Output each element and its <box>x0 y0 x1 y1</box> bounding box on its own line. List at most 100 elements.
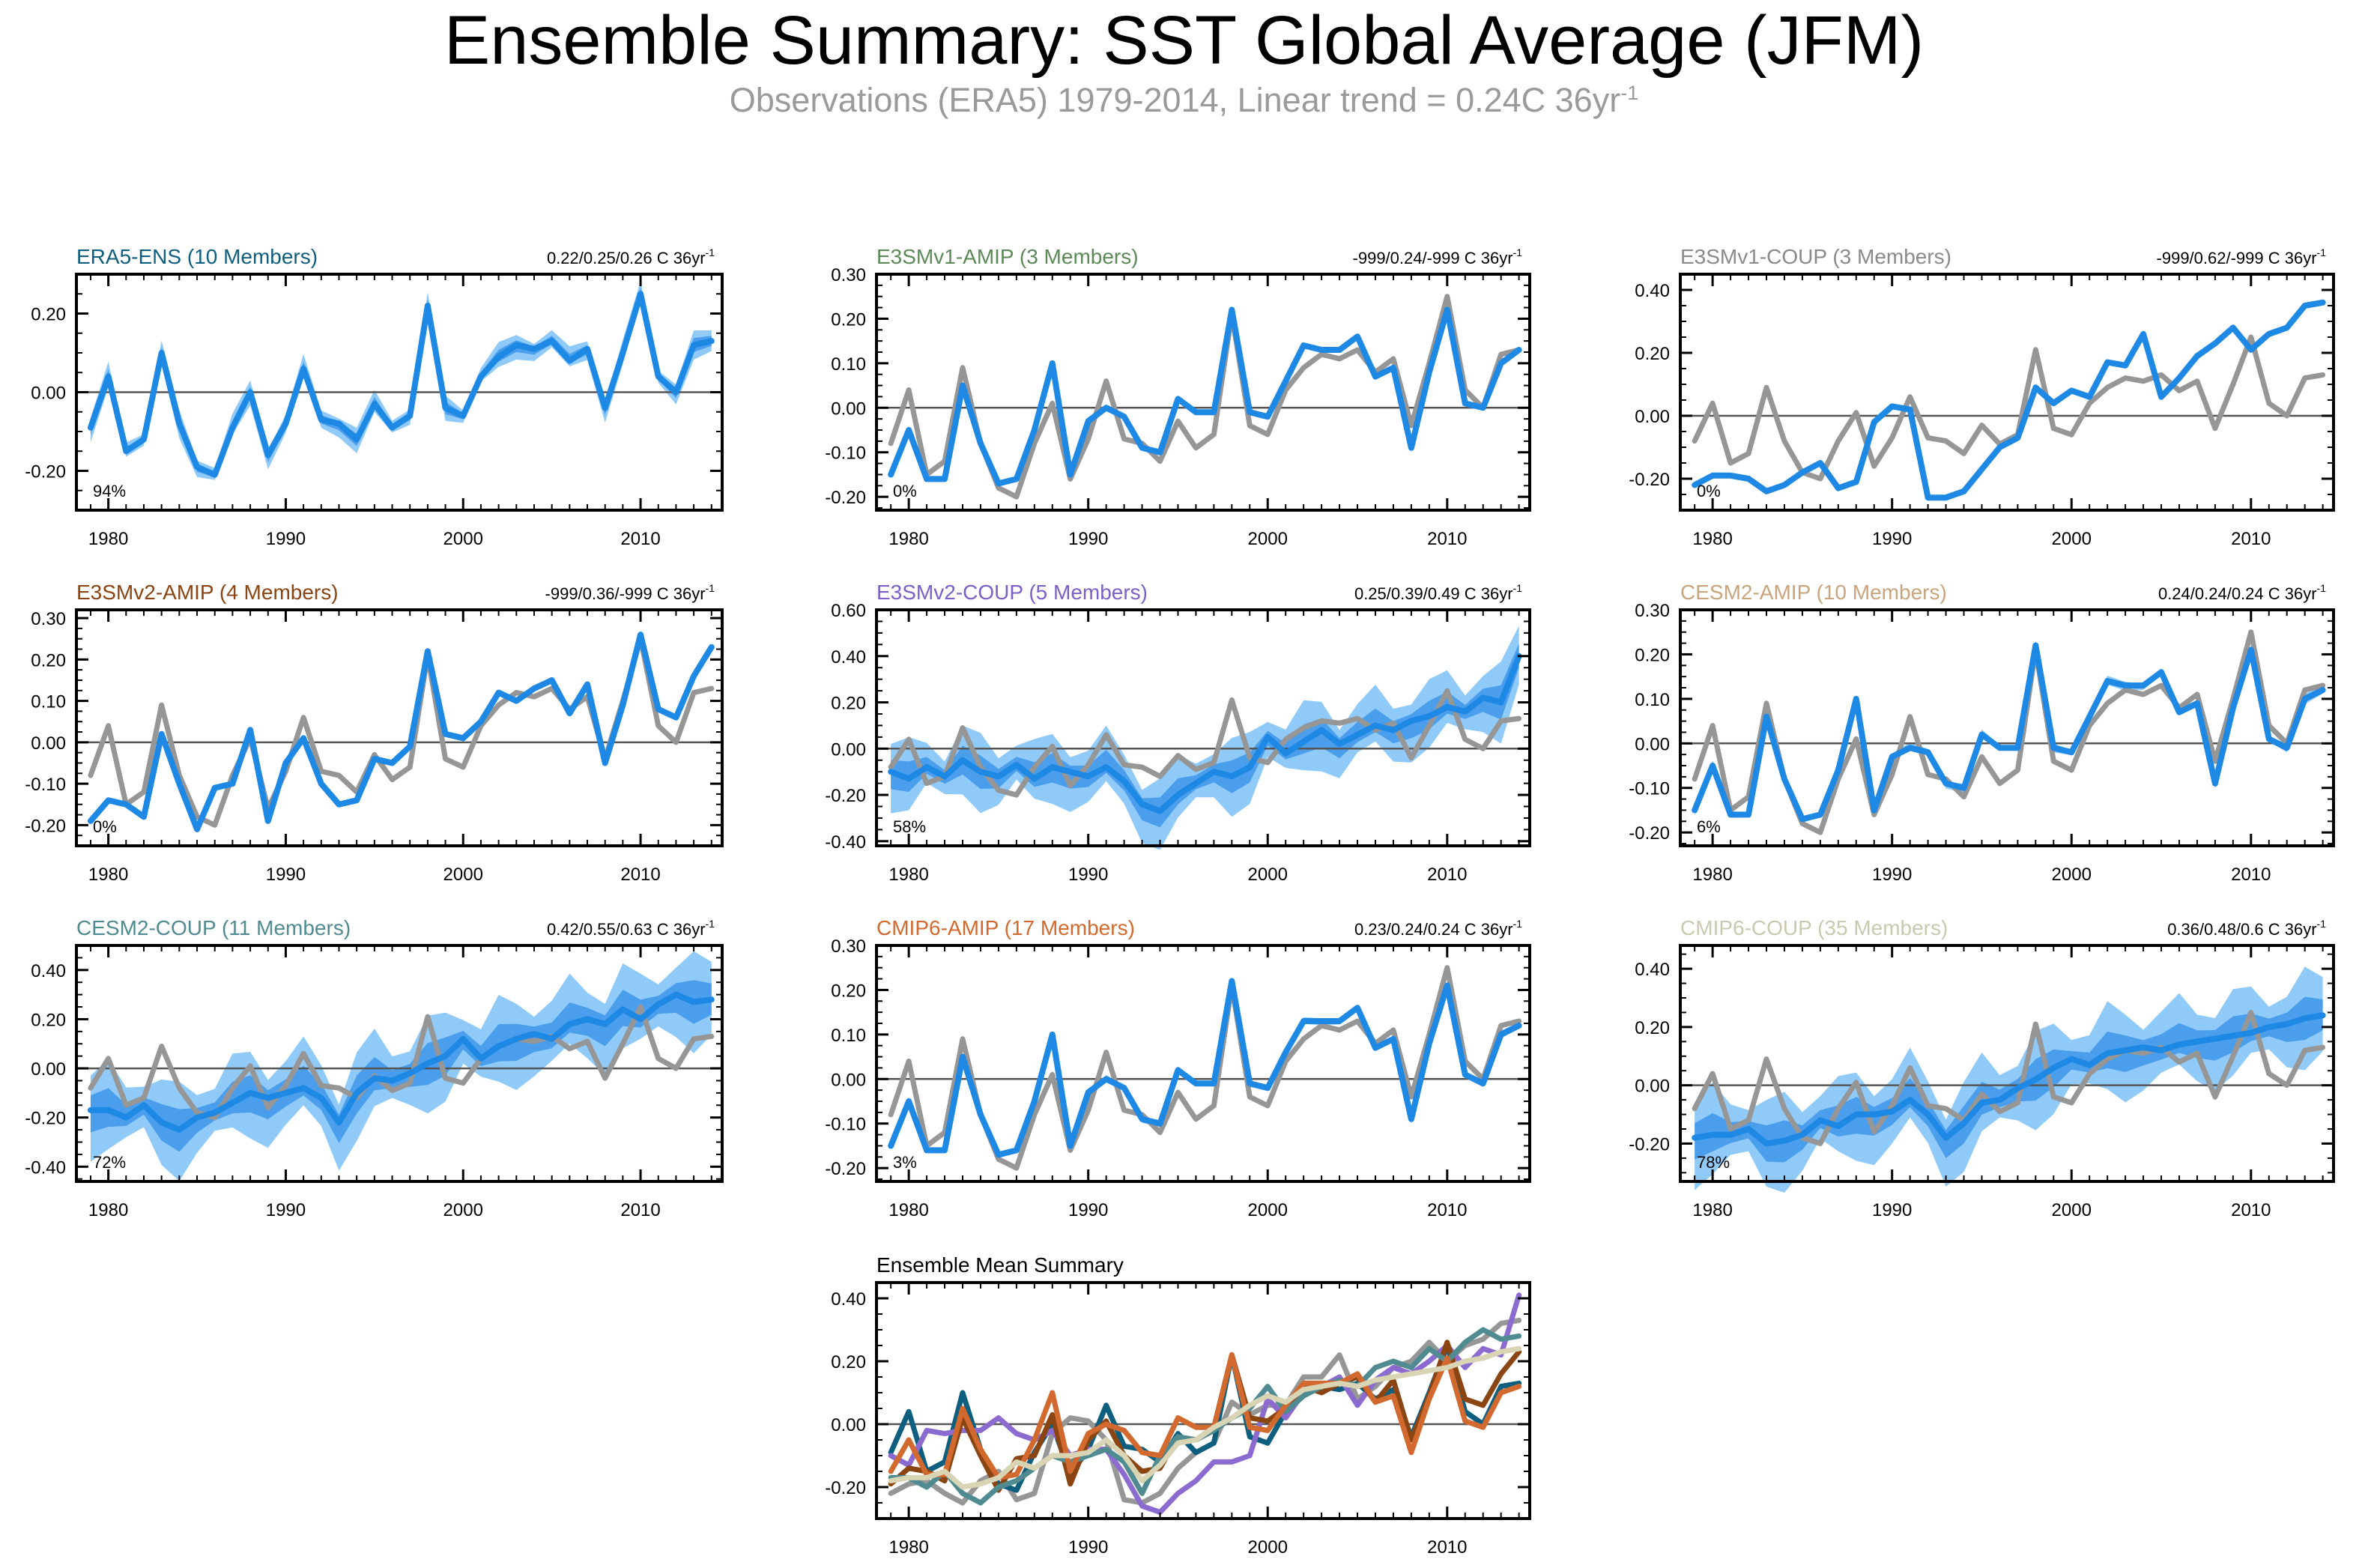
plot-frame <box>875 1281 1531 1520</box>
x-tick-label: 1980 <box>1692 1200 1732 1220</box>
panel-5: CESM2-AMIP (10 Members) 0.24/0.24/0.24 C … <box>1629 581 2335 885</box>
y-tick-label: 0.20 <box>31 650 66 671</box>
panel-title: E3SMv2-COUP (5 Members) <box>876 581 1148 604</box>
y-tick-label: 0.20 <box>31 305 66 325</box>
y-tick-label: -0.40 <box>25 1157 66 1178</box>
y-tick-label: 0.00 <box>831 1415 866 1435</box>
plot-frame <box>875 273 1531 512</box>
spread-band-outer <box>90 280 712 480</box>
panel-title: CESM2-COUP (11 Members) <box>76 916 351 939</box>
trend-label: 0.42/0.55/0.63 C 36yr-1 <box>547 918 715 939</box>
y-tick-label: -0.20 <box>825 488 866 508</box>
y-tick-label: 0.40 <box>831 1289 866 1310</box>
y-tick-label: 0.30 <box>831 265 866 285</box>
y-tick-label: 0.40 <box>831 647 866 668</box>
x-tick-label: 1980 <box>88 1200 128 1220</box>
x-tick-label: 1980 <box>888 1537 928 1558</box>
series-line-ensemble-mean <box>1692 1012 2326 1147</box>
series-line-ensemble-mean <box>1692 299 2326 501</box>
x-tick-label: 1990 <box>1068 865 1108 885</box>
trend-label: 0.36/0.48/0.6 C 36yr-1 <box>2167 918 2326 939</box>
y-tick-label: 0.00 <box>31 384 66 404</box>
y-tick-label: 0.40 <box>31 961 66 981</box>
y-tick-label: -0.10 <box>825 1115 866 1135</box>
x-tick-label: 1990 <box>1872 1200 1912 1220</box>
panel-title: ERA5-ENS (10 Members) <box>76 245 318 268</box>
x-tick-label: 2010 <box>2231 1200 2271 1220</box>
percent-label: 78% <box>1697 1153 1730 1172</box>
panel-title: CMIP6-COUP (35 Members) <box>1680 916 1948 939</box>
y-tick-label: 0.10 <box>1635 690 1670 710</box>
y-tick-label: -0.20 <box>825 1478 866 1498</box>
y-tick-label: 0.60 <box>831 601 866 621</box>
percent-label: 3% <box>893 1153 917 1172</box>
y-tick-label: 0.30 <box>1635 601 1670 621</box>
x-tick-label: 1990 <box>1068 529 1108 549</box>
trend-superscript: -1 <box>1513 918 1523 930</box>
y-tick-label: 0.00 <box>831 399 866 419</box>
percent-label: 58% <box>893 817 926 836</box>
panel-4: E3SMv2-COUP (5 Members) 0.25/0.39/0.49 C … <box>825 581 1531 885</box>
trend-label: -999/0.62/-999 C 36yr-1 <box>2157 246 2327 267</box>
x-tick-label: 2000 <box>443 529 483 549</box>
subtitle-text: Observations (ERA5) 1979-2014, Linear tr… <box>729 81 1621 119</box>
percent-label: 0% <box>93 817 117 836</box>
figure-subtitle: Observations (ERA5) 1979-2014, Linear tr… <box>0 81 2368 120</box>
y-tick-label: 0.20 <box>831 309 866 330</box>
y-tick-label: 0.40 <box>1635 960 1670 980</box>
y-tick-label: 0.00 <box>1635 734 1670 754</box>
panel-title: CESM2-AMIP (10 Members) <box>1680 581 1947 604</box>
series-line-ensemble-mean <box>87 291 715 478</box>
plot-frame <box>1679 273 2335 512</box>
x-tick-label: 2010 <box>2231 865 2271 885</box>
x-tick-label: 1990 <box>266 865 306 885</box>
panel-title: E3SMv1-AMIP (3 Members) <box>876 245 1139 268</box>
x-tick-label: 1980 <box>888 529 928 549</box>
percent-label: 0% <box>1697 482 1721 500</box>
series-line-ensemble-mean <box>87 632 715 832</box>
x-tick-label: 1990 <box>1872 529 1912 549</box>
y-tick-label: 0.10 <box>31 692 66 712</box>
series-line-cmip6-coup <box>888 1345 1522 1490</box>
y-tick-label: 0.10 <box>831 1026 866 1046</box>
y-tick-label: -0.20 <box>25 816 66 836</box>
percent-label: 0% <box>893 482 917 500</box>
panel-3: E3SMv2-AMIP (4 Members) -999/0.36/-999 C … <box>25 581 724 885</box>
x-tick-label: 2000 <box>443 1200 483 1220</box>
trend-superscript: -1 <box>2317 918 2327 930</box>
y-tick-label: -0.10 <box>25 775 66 795</box>
trend-label: -999/0.36/-999 C 36yr-1 <box>545 582 715 603</box>
panel-8: CMIP6-COUP (35 Members) 0.36/0.48/0.6 C 3… <box>1629 916 2335 1220</box>
trend-superscript: -1 <box>706 918 715 930</box>
spread-band-inner <box>90 980 712 1152</box>
x-tick-label: 1980 <box>88 529 128 549</box>
spread-band-outer <box>1695 966 2323 1193</box>
series-line-ensemble-mean <box>1692 642 2326 823</box>
plot-frame <box>1679 608 2335 847</box>
x-tick-label: 2000 <box>1248 529 1288 549</box>
series-line-observations-era5- <box>1692 334 2326 482</box>
spread-band-inner <box>891 643 1519 828</box>
x-tick-label: 1980 <box>1692 865 1732 885</box>
x-tick-label: 2000 <box>443 865 483 885</box>
x-tick-label: 1980 <box>888 865 928 885</box>
y-tick-label: 0.20 <box>1635 645 1670 665</box>
series-line-ensemble-mean <box>888 306 1522 487</box>
plot-frame <box>75 608 724 847</box>
trend-superscript: -1 <box>706 246 715 258</box>
x-tick-label: 1980 <box>88 865 128 885</box>
panel-9: Ensemble Mean Summary -0.20 0.00 0.20 0.40 19… <box>825 1253 1531 1558</box>
x-tick-label: 2000 <box>1248 1200 1288 1220</box>
y-tick-label: -0.20 <box>825 786 866 806</box>
y-tick-label: 0.00 <box>31 1059 66 1080</box>
y-tick-label: -0.40 <box>825 832 866 853</box>
x-tick-label: 2010 <box>2231 529 2271 549</box>
panel-1: E3SMv1-AMIP (3 Members) -999/0.24/-999 C … <box>825 245 1531 549</box>
y-tick-label: 0.20 <box>1635 344 1670 364</box>
y-tick-label: 0.00 <box>31 733 66 754</box>
y-tick-label: -0.20 <box>25 462 66 482</box>
percent-label: 6% <box>1697 817 1721 836</box>
plot-frame <box>1679 944 2335 1183</box>
x-tick-label: 1990 <box>1872 865 1912 885</box>
x-tick-label: 1990 <box>266 1200 306 1220</box>
